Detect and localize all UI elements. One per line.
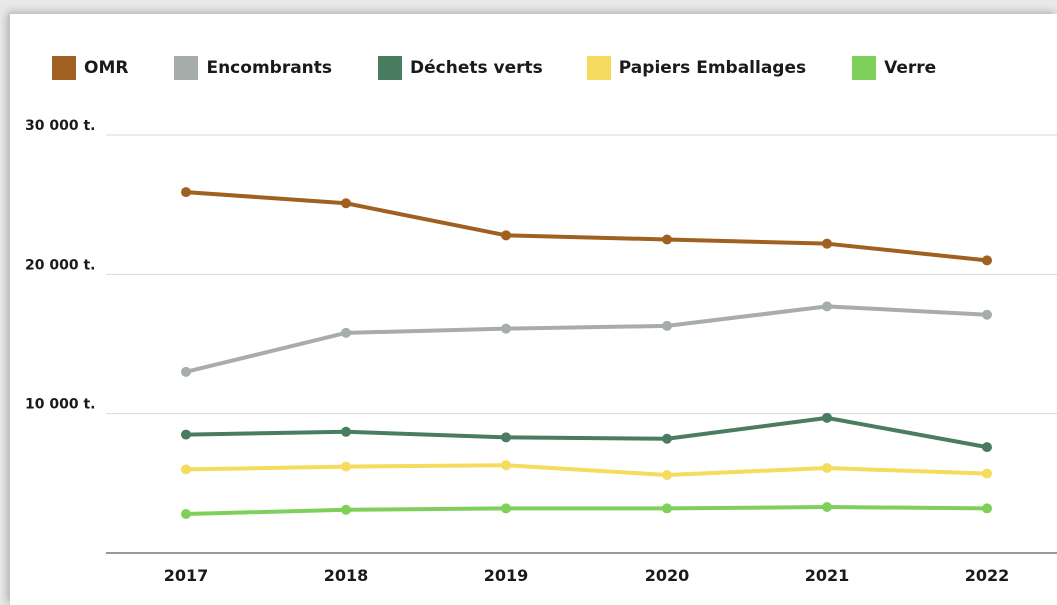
data-point-omr	[822, 238, 832, 249]
data-point-papiers-emballages	[822, 463, 832, 474]
legend-label-papiers-emballages: Papiers Emballages	[618, 58, 807, 78]
data-point-dechets-verts	[662, 433, 672, 444]
legend-item-encombrants: Encombrants	[174, 56, 332, 80]
data-point-papiers-emballages	[982, 468, 992, 479]
x-tick-label: 2021	[805, 566, 850, 585]
y-tick-label: 20 000 t.	[25, 257, 95, 273]
data-point-encombrants	[181, 366, 191, 377]
x-tick-label: 2020	[645, 566, 690, 585]
data-point-dechets-verts	[501, 432, 511, 443]
legend-swatch-omr	[52, 56, 76, 80]
series-line-omr	[184, 190, 989, 263]
legend-swatch-verre	[852, 56, 877, 80]
data-point-dechets-verts	[822, 412, 832, 423]
data-point-encombrants	[341, 327, 351, 338]
legend-item-verre: Verre	[852, 56, 936, 80]
legend-swatch-papiers-emballages	[586, 56, 611, 80]
legend-label-encombrants: Encombrants	[206, 58, 333, 78]
data-point-verre	[822, 502, 832, 513]
series-line-encombrants	[184, 304, 989, 374]
data-point-omr	[341, 198, 351, 209]
data-point-omr	[982, 255, 992, 266]
x-tick-label: 2018	[324, 566, 369, 585]
series-line-dechets-verts	[184, 415, 989, 450]
data-point-dechets-verts	[341, 426, 351, 437]
data-point-omr	[662, 234, 672, 245]
y-tick-label: 30 000 t.	[25, 118, 95, 134]
legend-label-verre: Verre	[884, 58, 937, 78]
data-point-verre	[501, 503, 511, 514]
data-point-omr	[181, 187, 191, 198]
data-point-papiers-emballages	[181, 464, 191, 475]
data-point-verre	[982, 503, 992, 514]
legend-label-dechets-verts: Déchets verts	[410, 58, 543, 78]
data-point-encombrants	[982, 309, 992, 320]
data-point-encombrants	[501, 323, 511, 334]
series-line-papiers-emballages	[184, 463, 989, 477]
data-point-verre	[341, 504, 351, 515]
data-point-encombrants	[662, 320, 672, 331]
legend: OMR Encombrants Déchets verts Papiers Em…	[52, 56, 966, 80]
legend-label-omr: OMR	[84, 58, 129, 78]
x-tick-label: 2017	[164, 566, 209, 585]
data-point-verre	[181, 508, 191, 519]
y-tick-label: 10 000 t.	[25, 397, 95, 413]
data-point-omr	[501, 230, 511, 241]
x-tick-label: 2022	[965, 566, 1010, 585]
data-point-encombrants	[822, 301, 832, 312]
data-point-papiers-emballages	[662, 469, 672, 480]
data-point-dechets-verts	[982, 442, 992, 453]
data-point-papiers-emballages	[501, 460, 511, 471]
legend-item-omr: OMR	[52, 56, 128, 80]
x-tick-label: 2019	[484, 566, 529, 585]
legend-item-dechets-verts: Déchets verts	[378, 56, 543, 80]
legend-item-papiers-emballages: Papiers Emballages	[586, 56, 807, 80]
legend-swatch-encombrants	[174, 56, 199, 80]
series-line-verre	[184, 505, 989, 516]
data-point-papiers-emballages	[341, 461, 351, 472]
legend-swatch-dechets-verts	[378, 56, 403, 80]
data-point-dechets-verts	[181, 429, 191, 440]
data-point-verre	[662, 503, 672, 514]
